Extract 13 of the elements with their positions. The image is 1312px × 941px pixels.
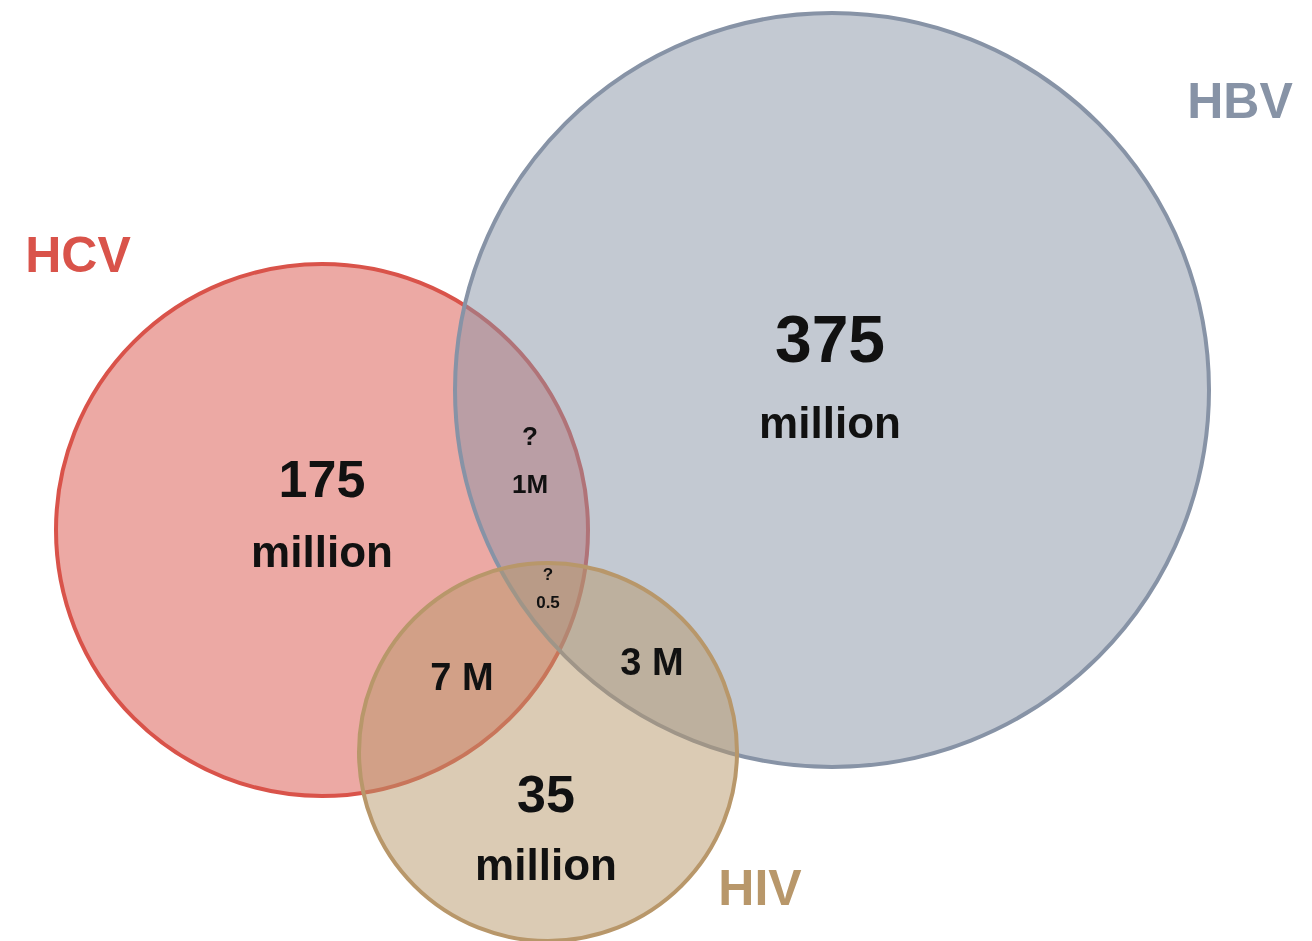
text: ? 1M [511,421,549,499]
text: million [475,840,617,889]
data-label: 35 [517,765,575,823]
data-label: 175 [278,450,366,508]
category-label: HCV [25,227,132,283]
data-label: 375 [774,302,886,376]
category-label: HIV [718,860,803,916]
text: 3 M [620,641,684,683]
text: million [251,527,393,576]
category-label: HBV [1187,73,1294,129]
text: 7 M [430,656,494,698]
text: million [759,398,901,447]
text: ? 0.5 [536,565,560,612]
